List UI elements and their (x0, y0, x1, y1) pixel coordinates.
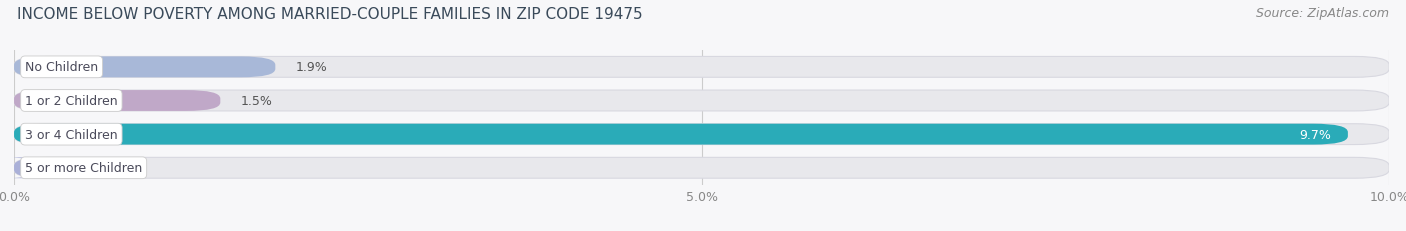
Text: 1.5%: 1.5% (240, 94, 273, 108)
Text: INCOME BELOW POVERTY AMONG MARRIED-COUPLE FAMILIES IN ZIP CODE 19475: INCOME BELOW POVERTY AMONG MARRIED-COUPL… (17, 7, 643, 22)
FancyBboxPatch shape (14, 91, 1389, 111)
Text: 1 or 2 Children: 1 or 2 Children (25, 94, 118, 108)
Text: 1.9%: 1.9% (295, 61, 328, 74)
FancyBboxPatch shape (14, 57, 276, 78)
FancyBboxPatch shape (4, 158, 48, 178)
FancyBboxPatch shape (14, 57, 1389, 78)
FancyBboxPatch shape (14, 124, 1348, 145)
Text: 9.7%: 9.7% (1299, 128, 1331, 141)
FancyBboxPatch shape (14, 124, 1389, 145)
Text: 0.0%: 0.0% (59, 161, 91, 175)
Text: Source: ZipAtlas.com: Source: ZipAtlas.com (1256, 7, 1389, 20)
Text: 3 or 4 Children: 3 or 4 Children (25, 128, 118, 141)
Text: No Children: No Children (25, 61, 98, 74)
Text: 5 or more Children: 5 or more Children (25, 161, 142, 175)
FancyBboxPatch shape (14, 158, 1389, 178)
FancyBboxPatch shape (14, 91, 221, 111)
